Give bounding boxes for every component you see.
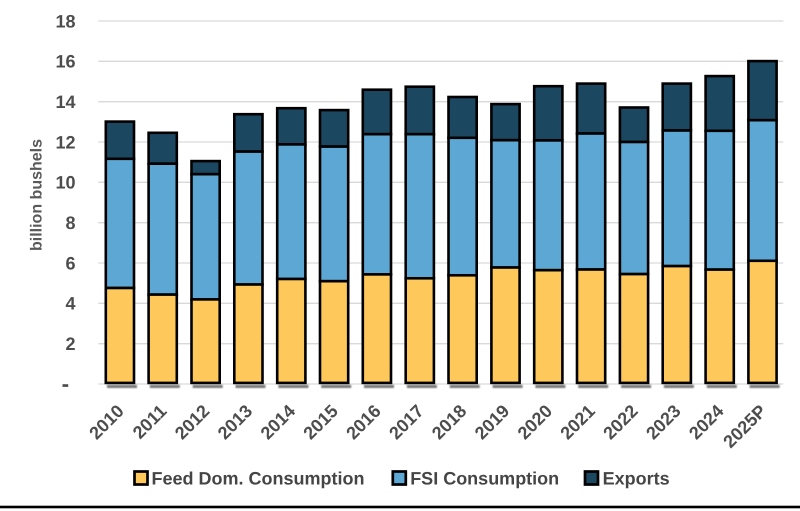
svg-text:14: 14 — [55, 92, 75, 112]
svg-text:16: 16 — [55, 52, 75, 72]
svg-text:4: 4 — [65, 294, 75, 314]
svg-text:2: 2 — [65, 334, 75, 354]
svg-text:Exports: Exports — [603, 468, 670, 488]
svg-text:6: 6 — [65, 253, 75, 273]
svg-text:billion bushels: billion bushels — [29, 139, 46, 251]
svg-text:8: 8 — [65, 213, 75, 233]
svg-text:FSI Consumption: FSI Consumption — [410, 468, 559, 488]
svg-text:10: 10 — [55, 173, 75, 193]
svg-text:12: 12 — [55, 132, 75, 152]
svg-text:18: 18 — [55, 11, 75, 31]
svg-text:Feed Dom. Consumption: Feed Dom. Consumption — [152, 468, 365, 488]
